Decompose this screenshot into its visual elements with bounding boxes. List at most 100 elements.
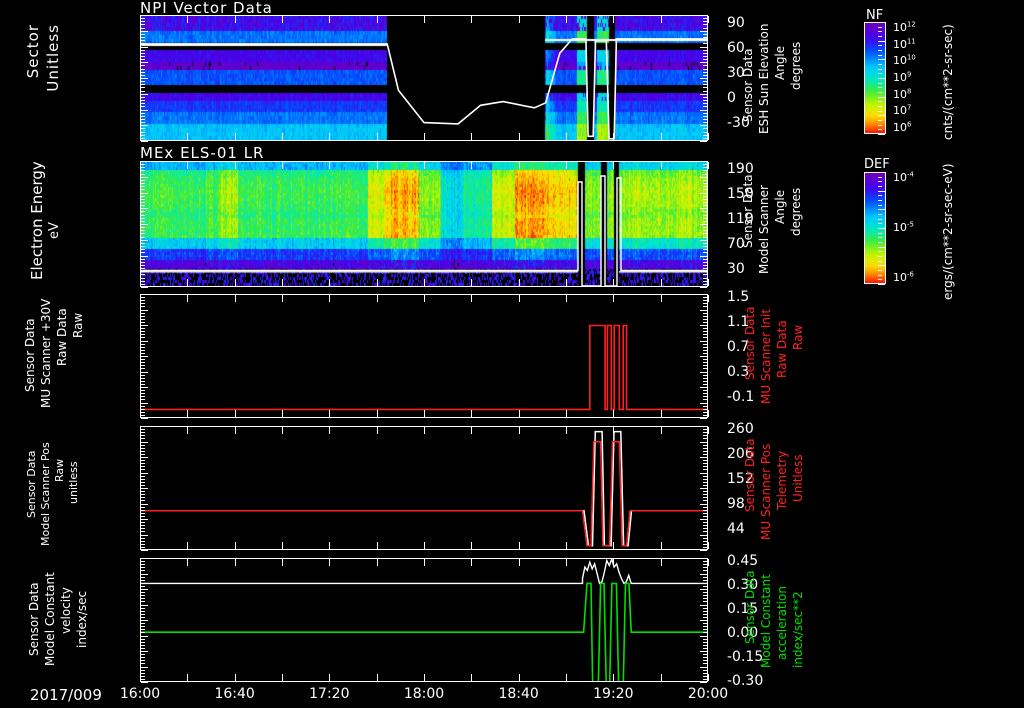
panel-5-right-axis-label: Sensor Data	[743, 562, 757, 648]
colorbar-tick	[878, 101, 882, 103]
major-tick	[471, 559, 473, 566]
major-tick	[140, 410, 141, 417]
minor-tick	[703, 236, 707, 238]
panel-model-scanner-pos-raw[interactable]	[140, 426, 708, 550]
minor-tick	[703, 607, 707, 609]
minor-tick	[141, 488, 148, 489]
cb1-tick-4: 108	[893, 87, 912, 101]
minor-tick	[703, 383, 707, 385]
panel-5-left-label-l1: Sensor Data	[27, 582, 41, 656]
minor-tick	[141, 383, 145, 385]
minor-tick	[141, 217, 145, 219]
major-tick	[282, 162, 283, 169]
minor-tick	[700, 402, 707, 404]
minor-tick	[703, 484, 707, 486]
colorbar-tick	[878, 120, 882, 121]
minor-tick	[141, 261, 145, 263]
minor-tick	[700, 78, 707, 79]
minor-tick	[703, 249, 707, 251]
minor-tick	[700, 255, 707, 257]
panel-5-right-axis-label2: Model Constant	[759, 562, 773, 672]
panel-5-left-label-l2: Model Constant	[43, 572, 57, 666]
minor-tick	[700, 558, 707, 559]
major-tick	[329, 295, 331, 302]
minor-tick	[141, 626, 145, 628]
major-tick	[282, 559, 283, 566]
minor-tick	[141, 380, 145, 382]
major-tick	[329, 559, 331, 566]
colorbar-tick	[878, 232, 882, 234]
cb1-tick-3: 109	[893, 70, 912, 84]
minor-tick	[141, 224, 148, 225]
minor-tick	[703, 616, 707, 618]
panel-3-left-label-l4: Raw	[71, 312, 85, 338]
minor-tick	[703, 399, 707, 401]
minor-tick	[141, 660, 145, 662]
minor-tick	[703, 546, 707, 548]
nf-colorbar-units-text: cnts/(cm**2-sr-sec)	[941, 24, 955, 140]
minor-tick	[703, 318, 707, 320]
colorbar-tick	[878, 260, 882, 262]
minor-tick	[141, 84, 145, 86]
minor-tick	[141, 252, 145, 254]
minor-tick	[703, 334, 707, 336]
minor-tick	[141, 328, 145, 330]
minor-tick	[141, 494, 145, 496]
colorbar-tick	[878, 256, 882, 257]
p1-ytickr-2: 30	[727, 65, 745, 81]
p4-ytickr-1: 206	[727, 446, 754, 462]
panel-npi-vector-data[interactable]	[140, 15, 708, 141]
panel-1-right-axis-label3: Angle	[773, 38, 787, 84]
minor-tick	[703, 582, 707, 584]
minor-tick	[141, 343, 145, 345]
major-tick	[566, 16, 567, 23]
minor-tick	[703, 564, 707, 566]
minor-tick	[703, 491, 707, 493]
panel-mu-scanner-30v-raw[interactable]	[140, 294, 708, 418]
minor-tick	[141, 246, 145, 248]
minor-tick	[703, 24, 707, 26]
minor-tick	[703, 570, 707, 572]
minor-tick	[700, 589, 707, 590]
minor-tick	[141, 264, 145, 266]
minor-tick	[141, 109, 148, 111]
colorbar-tick	[878, 265, 885, 267]
minor-tick	[141, 629, 145, 631]
x-tick-0: 16:00	[119, 686, 161, 702]
minor-tick	[141, 567, 145, 569]
minor-tick	[141, 268, 145, 270]
minor-tick	[703, 540, 707, 542]
p2-ytickr-4: 30	[727, 261, 745, 277]
major-tick	[613, 279, 615, 286]
major-tick	[518, 427, 520, 434]
colorbar-tick	[878, 36, 882, 37]
major-tick	[424, 295, 425, 302]
minor-tick	[141, 408, 145, 410]
colorbar-tick	[878, 26, 882, 28]
major-tick	[660, 674, 662, 681]
minor-tick	[703, 543, 707, 545]
panel-1-left-axis-label: Sector	[24, 24, 42, 124]
minor-tick	[703, 644, 707, 646]
panel-model-constant-velocity[interactable]	[140, 558, 708, 682]
minor-tick	[703, 55, 707, 57]
nf-colorbar-label: NF	[866, 8, 884, 23]
minor-tick	[703, 525, 707, 527]
minor-tick	[703, 205, 707, 207]
minor-tick	[141, 362, 145, 364]
panel-5-left-axis-label: Sensor Data	[27, 566, 41, 660]
minor-tick	[700, 356, 707, 357]
minor-tick	[141, 657, 145, 659]
major-tick	[187, 559, 189, 566]
major-tick	[708, 279, 709, 286]
minor-tick	[703, 396, 707, 398]
minor-tick	[141, 654, 145, 656]
minor-tick	[703, 164, 707, 166]
minor-tick	[703, 264, 707, 266]
major-tick	[708, 674, 709, 681]
major-tick	[566, 674, 567, 681]
minor-tick	[700, 224, 707, 225]
minor-tick	[700, 208, 707, 210]
panel-mex-els-01-lr[interactable]	[140, 161, 708, 287]
colorbar-tick	[878, 59, 885, 61]
